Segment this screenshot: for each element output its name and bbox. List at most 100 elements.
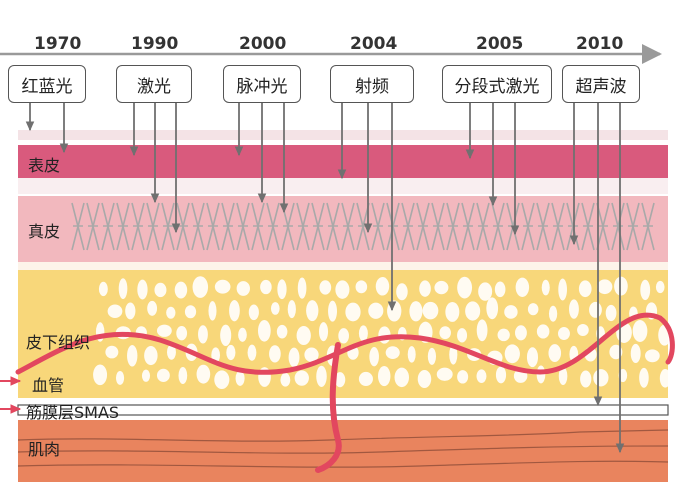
dermis-fiber bbox=[131, 202, 145, 251]
blood-vessel-branch bbox=[315, 342, 342, 473]
fat-cell bbox=[154, 282, 167, 298]
year-2010: 2010 bbox=[576, 34, 624, 54]
fat-cell bbox=[236, 281, 250, 296]
dermis-fiber bbox=[191, 202, 205, 251]
dermis-fiber bbox=[206, 202, 220, 251]
fat-cell bbox=[269, 345, 281, 363]
fat-cell bbox=[434, 280, 449, 295]
fat-cell bbox=[640, 279, 651, 301]
dermis-fiber bbox=[86, 202, 100, 251]
fat-cell bbox=[409, 301, 423, 322]
fat-cell bbox=[137, 279, 148, 300]
dermis-fiber bbox=[101, 202, 115, 251]
fat-cell bbox=[597, 279, 613, 295]
dermis-fiber bbox=[221, 202, 235, 251]
fat-cells bbox=[93, 276, 671, 390]
fat-cell bbox=[558, 278, 568, 301]
dermis-fiber bbox=[491, 202, 505, 251]
fat-cell bbox=[368, 302, 384, 319]
dermis-fiber bbox=[341, 202, 355, 251]
fat-cell bbox=[105, 345, 119, 359]
dermis-fiber bbox=[251, 202, 265, 251]
fat-cell bbox=[248, 304, 259, 321]
fat-cell bbox=[174, 281, 188, 299]
fat-cell bbox=[141, 369, 151, 382]
fat-cell bbox=[536, 324, 550, 339]
fat-cell bbox=[396, 283, 408, 301]
fat-cell bbox=[276, 324, 288, 339]
fat-cell bbox=[338, 328, 349, 344]
fat-cell bbox=[214, 370, 230, 390]
dermis-fiber bbox=[581, 202, 595, 251]
fat-cell bbox=[107, 304, 123, 318]
dermis-fiber bbox=[551, 202, 565, 251]
fat-cell bbox=[115, 371, 125, 385]
penetration-arrows bbox=[25, 103, 625, 454]
fat-cell bbox=[192, 276, 209, 298]
layer-label-epidermis: 表皮 bbox=[28, 156, 61, 175]
fat-cell bbox=[176, 326, 188, 341]
fat-cell bbox=[294, 370, 309, 386]
fat-cell bbox=[318, 322, 329, 342]
fat-cell bbox=[229, 300, 240, 322]
fat-cell bbox=[127, 345, 138, 367]
fat-cell bbox=[385, 346, 400, 359]
fat-cell bbox=[220, 324, 232, 347]
gap-strip bbox=[18, 178, 668, 194]
fat-cell bbox=[541, 279, 550, 296]
fat-cell bbox=[297, 277, 307, 299]
fat-cell bbox=[465, 301, 481, 321]
fat-cell bbox=[548, 305, 558, 322]
fat-cell bbox=[198, 325, 208, 344]
fat-cell bbox=[504, 344, 520, 364]
fat-cell bbox=[439, 326, 451, 340]
dermis-fiber bbox=[401, 202, 415, 251]
muscle-fibers bbox=[17, 429, 669, 468]
fat-cell bbox=[166, 344, 176, 360]
dermis-fiber bbox=[446, 202, 460, 251]
dermis-fiber bbox=[296, 202, 310, 251]
dermis-fiber bbox=[146, 202, 160, 251]
fat-cell bbox=[427, 347, 437, 365]
fat-cell bbox=[156, 324, 172, 337]
fat-cell bbox=[287, 300, 296, 319]
dermis-fibers bbox=[71, 202, 655, 251]
fat-cell bbox=[569, 299, 579, 319]
fat-cell bbox=[589, 301, 602, 318]
year-2005: 2005 bbox=[476, 34, 524, 54]
fat-cell bbox=[497, 328, 510, 342]
dermis-fiber bbox=[536, 202, 550, 251]
tech-box-ipl: 脉冲光 bbox=[223, 65, 301, 103]
dermis-fiber bbox=[641, 202, 655, 251]
fat-cell bbox=[355, 280, 368, 294]
fat-cell bbox=[247, 344, 257, 361]
fat-cell bbox=[369, 347, 379, 367]
fat-cell bbox=[196, 364, 211, 384]
fat-cell bbox=[655, 280, 665, 294]
fat-cell bbox=[527, 303, 539, 316]
dermis-fiber bbox=[416, 202, 430, 251]
fat-cell bbox=[277, 279, 287, 300]
fat-cell bbox=[436, 367, 453, 381]
dermis-fiber bbox=[326, 202, 340, 251]
fat-cell bbox=[614, 276, 628, 296]
fat-cell bbox=[184, 305, 197, 319]
year-1990: 1990 bbox=[131, 34, 179, 54]
fat-cell bbox=[280, 372, 291, 387]
fat-cell bbox=[377, 365, 391, 387]
fat-cell bbox=[156, 368, 170, 382]
fat-cell bbox=[328, 300, 338, 322]
dermis-fiber bbox=[611, 202, 625, 251]
fat-cell bbox=[226, 344, 236, 361]
fat-cell bbox=[558, 327, 570, 340]
layer-label-vessel: 血管 bbox=[32, 376, 65, 395]
fat-cell bbox=[358, 325, 368, 342]
fat-cell bbox=[345, 302, 361, 322]
fat-cell bbox=[306, 300, 319, 322]
dermis-fiber bbox=[461, 202, 475, 251]
fat-cell bbox=[125, 302, 136, 320]
fat-cell bbox=[422, 301, 439, 320]
fat-cell bbox=[457, 370, 469, 384]
